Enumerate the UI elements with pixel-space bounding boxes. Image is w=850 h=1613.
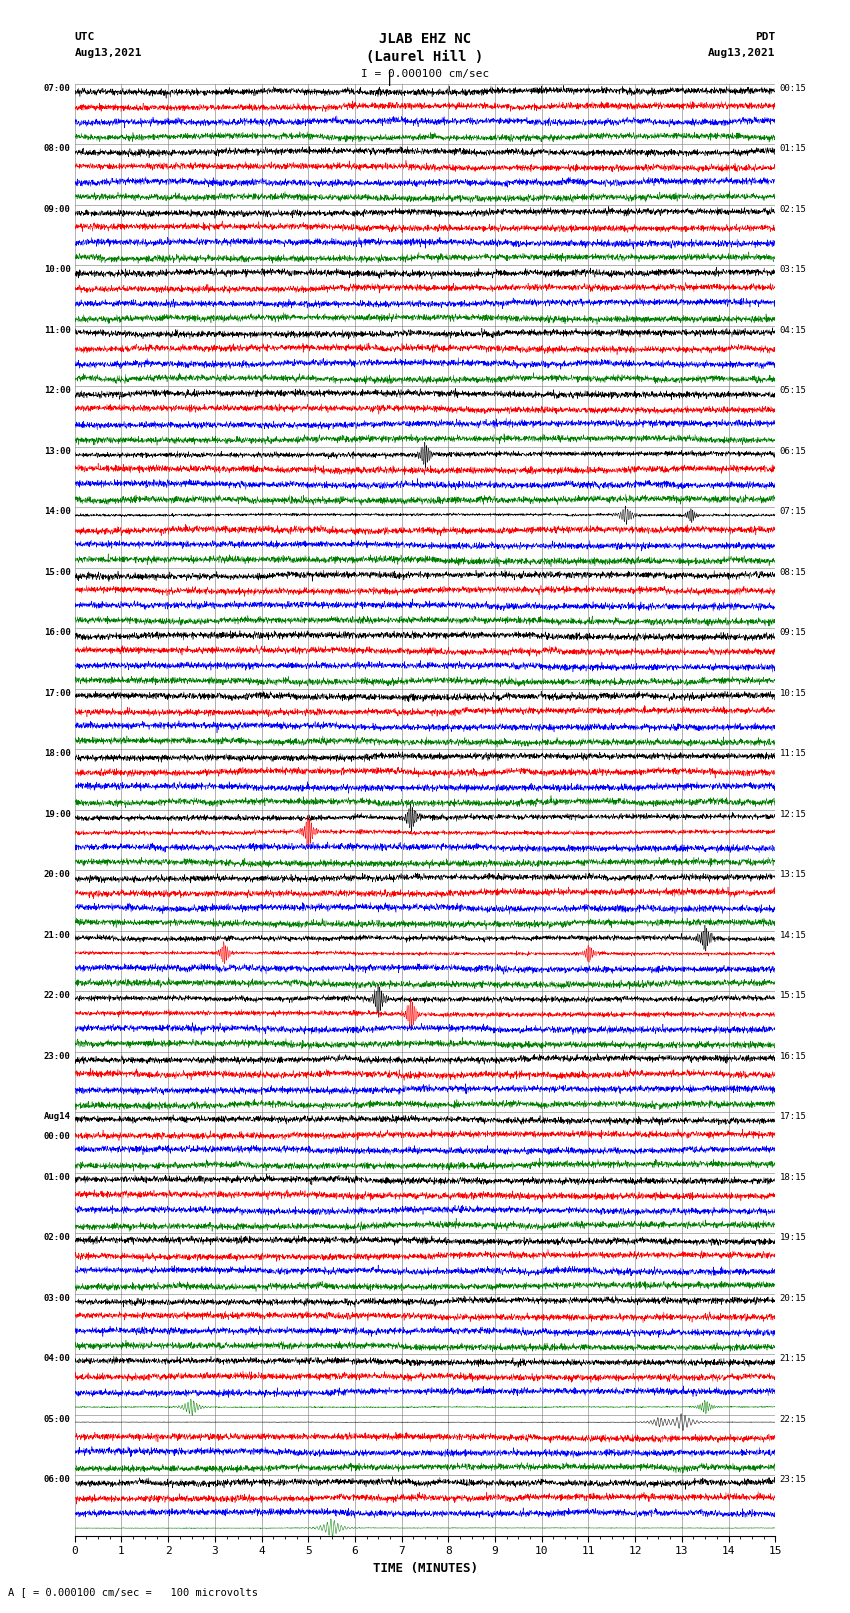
Text: 02:00: 02:00 <box>43 1232 71 1242</box>
Text: 20:00: 20:00 <box>43 871 71 879</box>
Text: 09:15: 09:15 <box>779 627 807 637</box>
Text: 12:00: 12:00 <box>43 387 71 395</box>
Text: JLAB EHZ NC: JLAB EHZ NC <box>379 32 471 47</box>
Text: 18:15: 18:15 <box>779 1173 807 1182</box>
Text: 15:00: 15:00 <box>43 568 71 577</box>
Text: UTC: UTC <box>75 32 95 42</box>
Text: 08:00: 08:00 <box>43 145 71 153</box>
Text: 14:15: 14:15 <box>779 931 807 940</box>
Text: 04:15: 04:15 <box>779 326 807 336</box>
Text: 07:15: 07:15 <box>779 508 807 516</box>
Text: 21:00: 21:00 <box>43 931 71 940</box>
Text: 10:15: 10:15 <box>779 689 807 698</box>
Text: 01:00: 01:00 <box>43 1173 71 1182</box>
Text: 00:15: 00:15 <box>779 84 807 94</box>
Text: 13:00: 13:00 <box>43 447 71 456</box>
Text: 11:15: 11:15 <box>779 748 807 758</box>
Text: 13:15: 13:15 <box>779 871 807 879</box>
Text: 10:00: 10:00 <box>43 266 71 274</box>
Text: I = 0.000100 cm/sec: I = 0.000100 cm/sec <box>361 69 489 79</box>
Text: Aug13,2021: Aug13,2021 <box>75 48 142 58</box>
Text: 06:15: 06:15 <box>779 447 807 456</box>
Text: 23:00: 23:00 <box>43 1052 71 1061</box>
Text: |: | <box>385 71 394 85</box>
Text: 14:00: 14:00 <box>43 508 71 516</box>
Text: 18:00: 18:00 <box>43 748 71 758</box>
Text: 07:00: 07:00 <box>43 84 71 94</box>
Text: 01:15: 01:15 <box>779 145 807 153</box>
Text: 11:00: 11:00 <box>43 326 71 336</box>
Text: 12:15: 12:15 <box>779 810 807 819</box>
Text: 05:00: 05:00 <box>43 1415 71 1424</box>
X-axis label: TIME (MINUTES): TIME (MINUTES) <box>372 1561 478 1574</box>
Text: 21:15: 21:15 <box>779 1353 807 1363</box>
Text: (Laurel Hill ): (Laurel Hill ) <box>366 50 484 65</box>
Text: 05:15: 05:15 <box>779 387 807 395</box>
Text: 16:15: 16:15 <box>779 1052 807 1061</box>
Text: Aug14: Aug14 <box>43 1113 71 1121</box>
Text: 02:15: 02:15 <box>779 205 807 215</box>
Text: 22:15: 22:15 <box>779 1415 807 1424</box>
Text: 15:15: 15:15 <box>779 990 807 1000</box>
Text: 22:00: 22:00 <box>43 990 71 1000</box>
Text: 03:15: 03:15 <box>779 266 807 274</box>
Text: 16:00: 16:00 <box>43 627 71 637</box>
Text: 04:00: 04:00 <box>43 1353 71 1363</box>
Text: 06:00: 06:00 <box>43 1474 71 1484</box>
Text: 17:00: 17:00 <box>43 689 71 698</box>
Text: 20:15: 20:15 <box>779 1294 807 1303</box>
Text: 08:15: 08:15 <box>779 568 807 577</box>
Text: 19:15: 19:15 <box>779 1232 807 1242</box>
Text: 17:15: 17:15 <box>779 1113 807 1121</box>
Text: PDT: PDT <box>755 32 775 42</box>
Text: 00:00: 00:00 <box>43 1132 71 1140</box>
Text: 19:00: 19:00 <box>43 810 71 819</box>
Text: 03:00: 03:00 <box>43 1294 71 1303</box>
Text: 09:00: 09:00 <box>43 205 71 215</box>
Text: Aug13,2021: Aug13,2021 <box>708 48 775 58</box>
Text: 23:15: 23:15 <box>779 1474 807 1484</box>
Text: A [ = 0.000100 cm/sec =   100 microvolts: A [ = 0.000100 cm/sec = 100 microvolts <box>8 1587 258 1597</box>
